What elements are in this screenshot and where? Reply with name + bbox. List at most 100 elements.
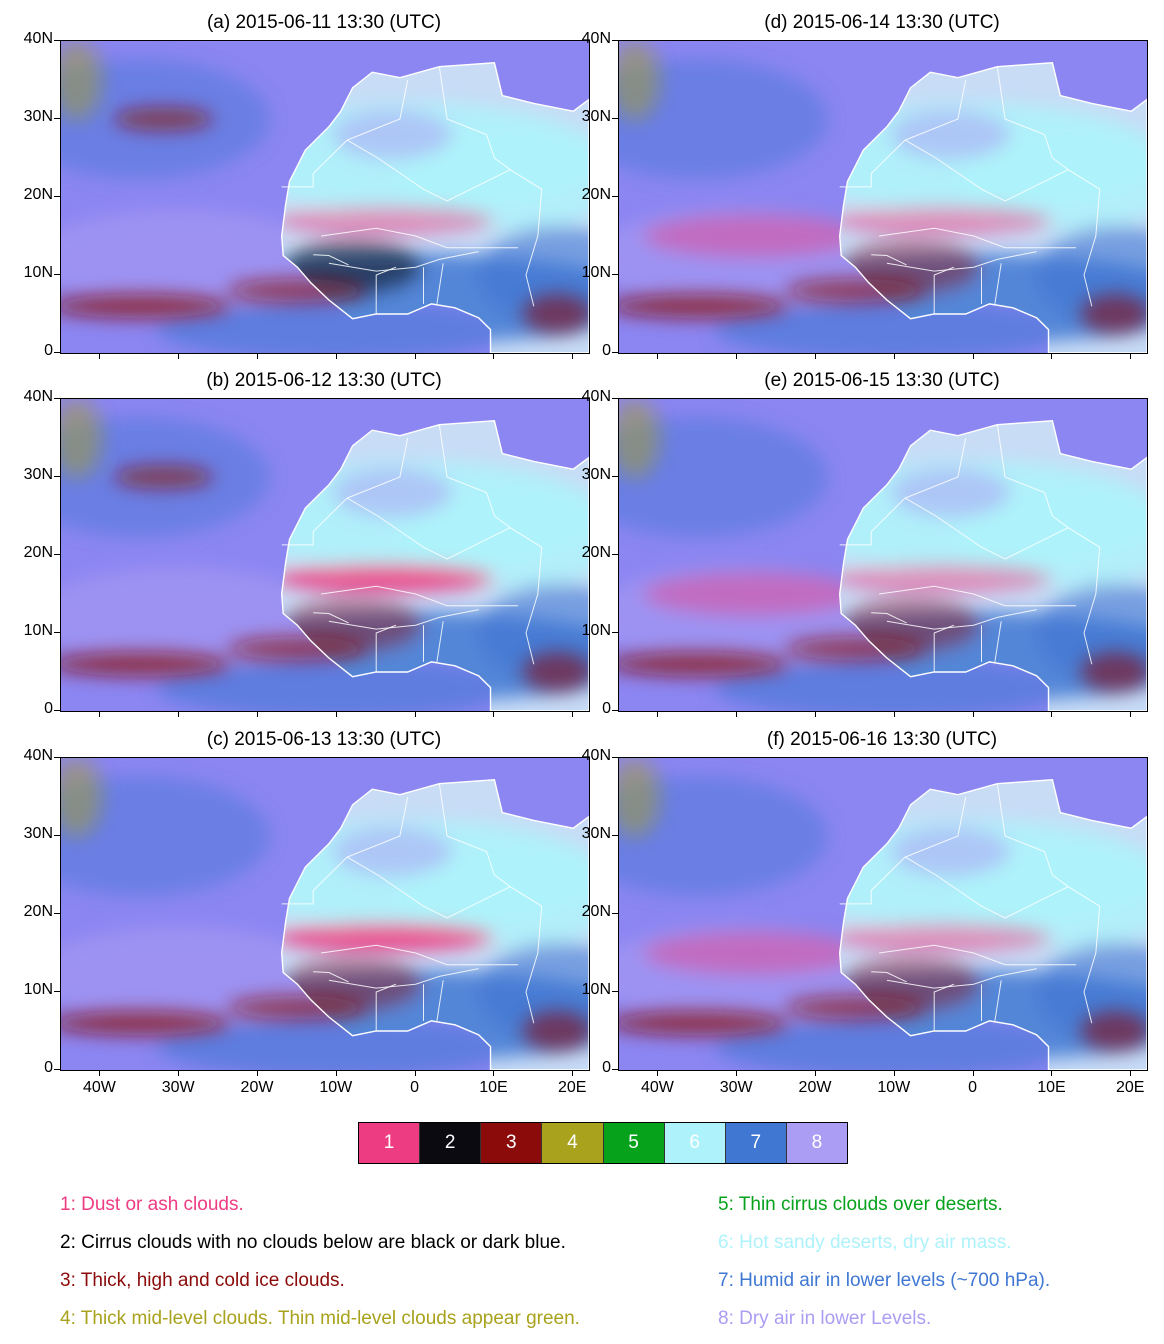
x-tick-label: 10E: [479, 1079, 508, 1096]
x-tick-mark: [257, 711, 258, 717]
legend-item-6: 6: Hot sandy deserts, dry air mass.: [718, 1232, 1012, 1253]
y-tick-mark: [612, 398, 618, 399]
x-tick-mark: [99, 1070, 101, 1076]
x-tick-mark: [99, 353, 101, 359]
y-tick-label: 20N: [581, 186, 611, 203]
x-tick-mark: [257, 1070, 258, 1076]
x-tick-mark: [736, 711, 738, 717]
y-tick-mark: [54, 398, 60, 399]
x-tick-label: 20W: [240, 1079, 274, 1096]
panel-title-c: (c) 2015-06-13 13:30 (UTC): [206, 729, 442, 750]
x-tick-mark: [972, 353, 974, 359]
y-tick-label: 0: [602, 1059, 611, 1076]
x-tick-mark: [972, 711, 974, 717]
y-tick-mark: [612, 40, 618, 41]
x-tick-mark: [1051, 1070, 1053, 1076]
x-tick-mark: [178, 711, 180, 717]
x-tick-mark: [815, 1070, 816, 1076]
y-tick-label: 0: [44, 342, 53, 359]
x-tick-label: 30W: [161, 1079, 195, 1096]
x-tick-mark: [1130, 353, 1132, 359]
legend-item-8: 8: Dry air in lower Levels.: [718, 1308, 932, 1329]
x-tick-mark: [1130, 1070, 1132, 1076]
x-tick-mark: [99, 711, 101, 717]
satellite-map-d: [618, 40, 1148, 354]
x-tick-mark: [657, 1070, 659, 1076]
x-tick-mark: [414, 1070, 416, 1076]
x-tick-mark: [657, 711, 659, 717]
y-tick-mark: [612, 118, 618, 119]
x-tick-mark: [414, 711, 416, 717]
x-tick-mark: [572, 711, 574, 717]
y-tick-label: 30N: [23, 466, 53, 483]
panel-title-d: (d) 2015-06-14 13:30 (UTC): [764, 12, 1000, 33]
y-tick-label: 40N: [581, 747, 611, 764]
y-tick-label: 10N: [23, 981, 53, 998]
y-tick-label: 40N: [581, 30, 611, 47]
y-tick-label: 30N: [581, 108, 611, 125]
y-tick-mark: [54, 913, 60, 914]
y-tick-label: 30N: [581, 466, 611, 483]
y-tick-label: 40N: [23, 747, 53, 764]
panel-title-e: (e) 2015-06-15 13:30 (UTC): [764, 370, 1000, 391]
x-tick-mark: [257, 353, 258, 359]
x-tick-mark: [893, 711, 895, 717]
y-tick-label: 30N: [23, 825, 53, 842]
satellite-map-b: [60, 398, 590, 712]
x-tick-mark: [178, 353, 180, 359]
satellite-map-a: [60, 40, 590, 354]
panel-title-b: (b) 2015-06-12 13:30 (UTC): [206, 370, 442, 391]
y-tick-label: 0: [44, 1059, 53, 1076]
legend-item-5: 5: Thin cirrus clouds over deserts.: [718, 1194, 1003, 1215]
y-tick-mark: [54, 1069, 60, 1070]
x-tick-mark: [1051, 353, 1053, 359]
x-tick-label: 30W: [719, 1079, 753, 1096]
y-tick-mark: [612, 913, 618, 914]
x-tick-label: 0: [410, 1079, 420, 1096]
panel-title-f: (f) 2015-06-16 13:30 (UTC): [766, 729, 998, 750]
x-tick-mark: [893, 1070, 895, 1076]
x-tick-label: 0: [968, 1079, 978, 1096]
x-tick-mark: [493, 353, 495, 359]
x-tick-mark: [815, 353, 816, 359]
y-tick-mark: [54, 196, 60, 197]
y-tick-mark: [612, 632, 618, 633]
x-tick-label: 20E: [558, 1079, 587, 1096]
y-tick-mark: [612, 991, 618, 992]
y-tick-mark: [612, 710, 618, 711]
x-tick-label: 10E: [1037, 1079, 1066, 1096]
y-tick-label: 40N: [581, 388, 611, 405]
colorbar-cell-4: 4: [542, 1123, 604, 1163]
y-tick-label: 10N: [581, 981, 611, 998]
x-tick-mark: [1130, 711, 1132, 717]
y-tick-mark: [612, 274, 618, 275]
y-tick-label: 20N: [581, 544, 611, 561]
x-tick-mark: [335, 1070, 337, 1076]
y-tick-mark: [54, 118, 60, 119]
satellite-map-e: [618, 398, 1148, 712]
x-tick-label: 20W: [798, 1079, 832, 1096]
y-tick-mark: [54, 274, 60, 275]
x-tick-mark: [572, 353, 574, 359]
satellite-map-c: [60, 757, 590, 1071]
x-tick-mark: [572, 1070, 574, 1076]
y-tick-mark: [54, 40, 60, 41]
y-tick-label: 10N: [581, 264, 611, 281]
satellite-map-f: [618, 757, 1148, 1071]
colorbar-cell-7: 7: [725, 1123, 787, 1163]
y-tick-mark: [54, 757, 60, 758]
y-tick-label: 20N: [23, 903, 53, 920]
x-tick-label: 10W: [877, 1079, 911, 1096]
legend-item-4: 4: Thick mid-level clouds. Thin mid-leve…: [60, 1308, 580, 1329]
colorbar-cell-6: 6: [664, 1123, 726, 1163]
y-tick-label: 40N: [23, 30, 53, 47]
y-tick-label: 30N: [23, 108, 53, 125]
y-tick-mark: [54, 835, 60, 836]
x-tick-mark: [335, 353, 337, 359]
x-tick-label: 40W: [640, 1079, 674, 1096]
y-tick-label: 10N: [581, 622, 611, 639]
y-tick-mark: [612, 352, 618, 353]
y-tick-label: 20N: [23, 544, 53, 561]
y-tick-mark: [54, 632, 60, 633]
x-tick-label: 40W: [82, 1079, 116, 1096]
